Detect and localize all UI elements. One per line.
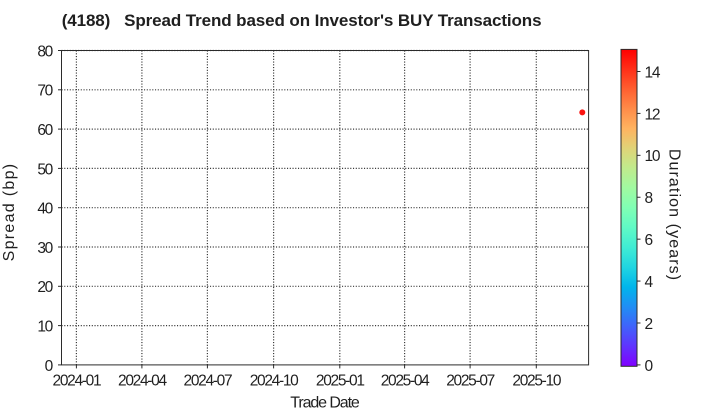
svg-text:Spread (bp): Spread (bp) — [1, 163, 18, 262]
svg-text:40: 40 — [37, 201, 53, 218]
svg-text:2024-07: 2024-07 — [184, 372, 232, 389]
svg-text:0: 0 — [45, 358, 54, 375]
svg-text:(4188) Spread Trend based on: (4188) Spread Trend based on Investor's … — [62, 11, 542, 30]
svg-text:30: 30 — [37, 240, 53, 257]
svg-text:2: 2 — [645, 316, 653, 333]
svg-text:12: 12 — [645, 106, 660, 123]
svg-text:2025-07: 2025-07 — [446, 372, 494, 389]
svg-text:2024-01: 2024-01 — [53, 372, 101, 389]
svg-text:2024-10: 2024-10 — [250, 372, 299, 389]
svg-text:70: 70 — [37, 83, 53, 100]
svg-text:Duration (years): Duration (years) — [666, 149, 683, 281]
svg-text:4: 4 — [645, 274, 654, 291]
svg-text:20: 20 — [37, 279, 53, 296]
svg-text:80: 80 — [37, 43, 53, 60]
svg-text:14: 14 — [645, 64, 661, 81]
svg-text:50: 50 — [37, 161, 53, 178]
svg-text:0: 0 — [645, 358, 654, 375]
svg-text:6: 6 — [645, 232, 653, 249]
svg-text:60: 60 — [37, 122, 53, 139]
svg-text:2025-01: 2025-01 — [316, 372, 364, 389]
svg-text:2024-04: 2024-04 — [118, 372, 167, 389]
svg-text:Trade Date: Trade Date — [290, 394, 360, 411]
svg-text:8: 8 — [645, 190, 653, 207]
svg-text:10: 10 — [37, 319, 53, 336]
svg-text:2025-04: 2025-04 — [381, 372, 430, 389]
svg-text:10: 10 — [645, 148, 661, 165]
svg-text:2025-10: 2025-10 — [512, 372, 561, 389]
